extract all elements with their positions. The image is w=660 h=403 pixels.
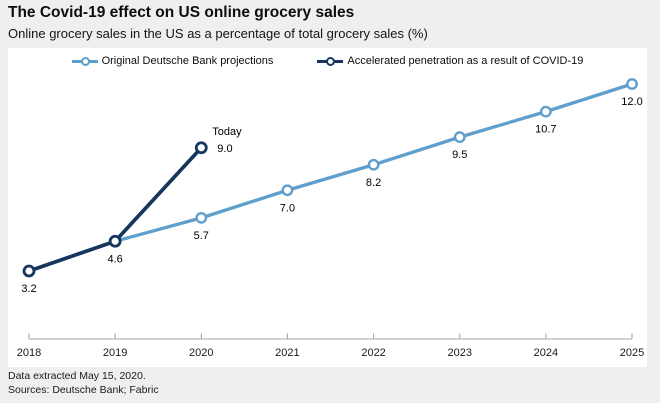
legend-label-original-projections: Original Deutsche Bank projections bbox=[101, 55, 274, 67]
data-point-label: 10.7 bbox=[535, 124, 556, 136]
data-point-label: 7.0 bbox=[280, 202, 295, 214]
chart-legend: Original Deutsche Bank projections Accel… bbox=[8, 55, 647, 67]
x-axis-tick-label: 2022 bbox=[361, 347, 385, 359]
legend-item-original-projections: Original Deutsche Bank projections bbox=[71, 55, 274, 67]
data-point-marker bbox=[539, 105, 552, 118]
x-axis-tick-label: 2021 bbox=[275, 347, 299, 359]
chart-header: The Covid-19 effect on US online grocery… bbox=[8, 4, 652, 41]
chart-footer: Data extracted May 15, 2020. Sources: De… bbox=[8, 370, 159, 397]
chart-subtitle: Online grocery sales in the US as a perc… bbox=[8, 26, 428, 41]
data-point-label: 9.5 bbox=[452, 149, 467, 161]
data-point-label: 3.2 bbox=[21, 283, 36, 295]
x-axis-tick-label: 2023 bbox=[447, 347, 471, 359]
data-point-marker bbox=[194, 141, 208, 155]
data-point-marker bbox=[367, 158, 380, 171]
x-axis-tick-label: 2024 bbox=[534, 347, 558, 359]
line-marker-icon bbox=[317, 56, 344, 66]
chart-title: The Covid-19 effect on US online grocery… bbox=[8, 4, 355, 21]
data-point-marker bbox=[195, 211, 208, 224]
x-axis-tick-label: 2019 bbox=[103, 347, 127, 359]
footer-data-extracted: Data extracted May 15, 2020. bbox=[8, 370, 146, 382]
series-line bbox=[27, 82, 634, 273]
today-annotation: Today bbox=[212, 126, 242, 138]
data-point-label: 9.0 bbox=[217, 143, 232, 155]
chart-panel: Original Deutsche Bank projections Accel… bbox=[8, 48, 647, 367]
data-point-marker bbox=[453, 131, 466, 144]
data-point-label: 4.6 bbox=[107, 253, 122, 265]
legend-item-accelerated-penetration: Accelerated penetration as a result of C… bbox=[317, 55, 583, 67]
legend-label-accelerated-penetration: Accelerated penetration as a result of C… bbox=[347, 55, 584, 67]
data-point-label: 12.0 bbox=[621, 96, 642, 108]
data-point-marker bbox=[626, 78, 638, 90]
data-point-label: 5.7 bbox=[194, 230, 209, 242]
x-axis-tick-label: 2020 bbox=[189, 347, 213, 359]
footer-sources: Sources: Deutsche Bank; Fabric bbox=[8, 383, 159, 396]
legend-dot-swatch bbox=[80, 57, 90, 66]
data-point-marker bbox=[22, 264, 36, 278]
x-axis-tick-label: 2025 bbox=[620, 347, 644, 359]
line-chart: 2018 2019 2020 2021 2022 2023 2024 2025 3.2 4.6 5.… bbox=[17, 78, 644, 359]
line-marker-icon bbox=[71, 56, 98, 66]
data-point-marker bbox=[281, 184, 294, 197]
data-point-label: 8.2 bbox=[366, 177, 381, 189]
x-axis-tick-label: 2018 bbox=[17, 347, 41, 359]
x-axis bbox=[28, 333, 633, 340]
data-point-marker bbox=[108, 234, 122, 248]
legend-dot-swatch bbox=[326, 57, 336, 66]
